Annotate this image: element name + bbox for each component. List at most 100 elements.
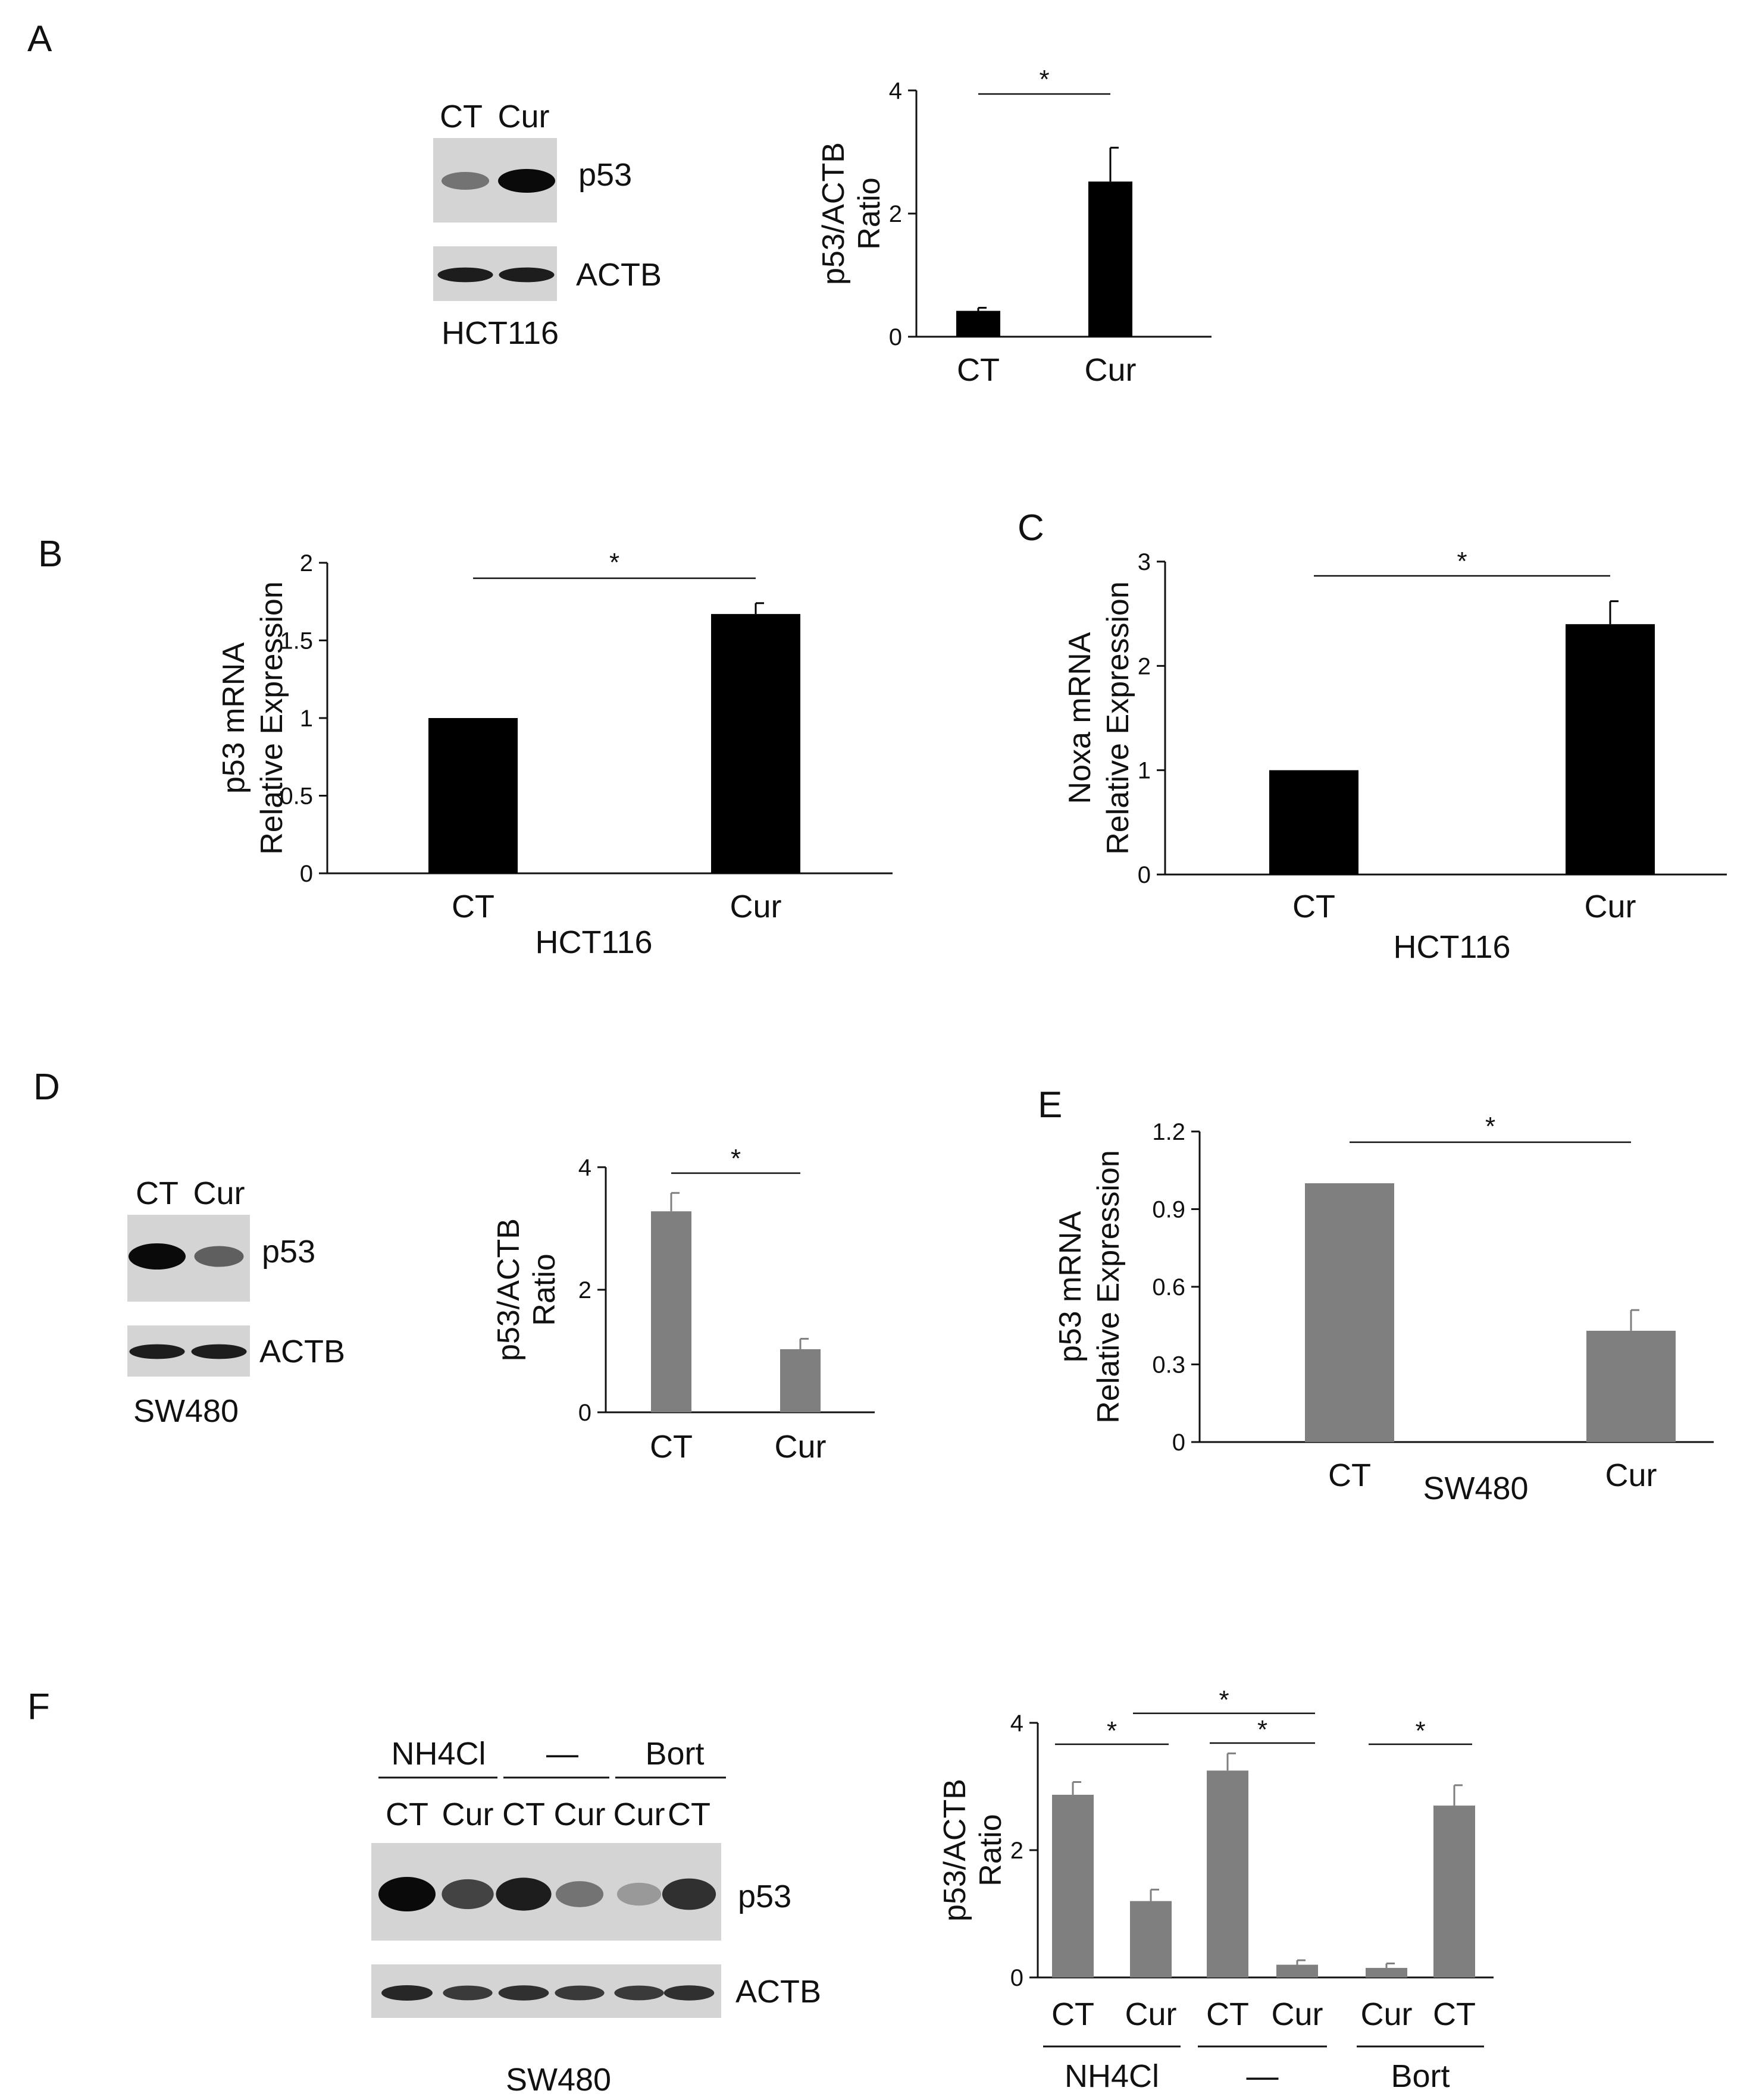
chart-c-category-label: Cur bbox=[1584, 889, 1636, 924]
chart-f-category-label: Cur bbox=[1360, 1996, 1412, 2032]
chart-b-y-tick-label: 2 bbox=[300, 550, 313, 576]
chart-e-x-axis-label: SW480 bbox=[1423, 1471, 1528, 1506]
blot-f-p53-band bbox=[442, 1879, 494, 1910]
chart-e-category-label: CT bbox=[1328, 1458, 1371, 1493]
panel-c-bar-chart: 0 1 2 3 Noxa mRNA Relative Expression CT Cur HCT… bbox=[1063, 547, 1727, 965]
blot-d-p53-band bbox=[194, 1246, 244, 1267]
chart-b-y-tick-label: 0 bbox=[300, 861, 313, 887]
blot-d-actb-bands bbox=[129, 1344, 247, 1359]
chart-f-category-label: CT bbox=[1206, 1996, 1249, 2032]
chart-e-bar bbox=[1586, 1330, 1676, 1442]
chart-d-y-axis-label: p53/ACTB bbox=[492, 1218, 526, 1361]
chart-f-bar bbox=[1052, 1794, 1094, 1977]
chart-c-x-axis-label: HCT116 bbox=[1393, 929, 1510, 965]
chart-d-bar bbox=[780, 1349, 821, 1412]
chart-c-bar bbox=[1566, 624, 1655, 875]
chart-f-y-tick-label: 2 bbox=[1010, 1838, 1023, 1864]
blot-a-p53-band bbox=[498, 169, 555, 193]
blot-f-actb-label: ACTB bbox=[735, 1974, 821, 2010]
chart-b-y-tick-label: 1 bbox=[300, 706, 313, 732]
chart-b-significance-star: * bbox=[609, 548, 619, 577]
blot-a-actb-band bbox=[499, 267, 555, 283]
blot-f-actb-band bbox=[498, 1985, 549, 2001]
chart-e-y-axis-label: p53 mRNA bbox=[1053, 1211, 1088, 1363]
chart-f-group-label: NH4Cl bbox=[1065, 2058, 1159, 2094]
chart-f-category-label: Cur bbox=[1271, 1996, 1323, 2032]
blot-a-actb-label: ACTB bbox=[576, 257, 662, 293]
blot-f-lane-labels: CT Cur CT Cur Cur CT bbox=[386, 1797, 710, 1832]
chart-a-significance-star: * bbox=[1039, 65, 1049, 94]
chart-a-y-axis-label: Ratio bbox=[852, 177, 887, 249]
blot-a-p53-band bbox=[441, 171, 490, 190]
chart-e-bar bbox=[1305, 1183, 1394, 1442]
blot-f-lane-label: CT bbox=[668, 1797, 710, 1832]
blot-d-p53-label: p53 bbox=[262, 1234, 315, 1270]
chart-c-bar bbox=[1269, 770, 1358, 875]
blot-d-cell-line: SW480 bbox=[133, 1393, 239, 1429]
panel-f-western-blot: NH4Cl — Bort CT Cur CT Cur Cur CT p53 ACTB SW… bbox=[371, 1736, 821, 2098]
panel-letter-a: A bbox=[27, 18, 52, 59]
blot-f-p53-band bbox=[662, 1878, 716, 1910]
panel-letter-f: F bbox=[27, 1687, 50, 1728]
chart-a-bar bbox=[1088, 181, 1132, 337]
chart-d-category-label: Cur bbox=[774, 1429, 826, 1465]
chart-b-y-axis-label: p53 mRNA bbox=[217, 642, 251, 794]
blot-f-actb-band bbox=[663, 1985, 715, 2001]
chart-b-y-tick-label: 1.5 bbox=[280, 628, 313, 654]
blot-d-actb-label: ACTB bbox=[259, 1334, 345, 1369]
blot-f-lane-label: Cur bbox=[553, 1797, 605, 1832]
chart-e-y-axis-label: Relative Expression bbox=[1091, 1150, 1126, 1424]
chart-e-y-tick-label: 0.3 bbox=[1152, 1352, 1185, 1378]
chart-a-y-tick-label: 0 bbox=[889, 324, 902, 350]
blot-a-lane-cur: Cur bbox=[497, 99, 549, 134]
panel-letter-e: E bbox=[1038, 1085, 1062, 1126]
chart-f-y-axis-label: p53/ACTB bbox=[938, 1779, 972, 1922]
blot-f-actb-band bbox=[443, 1985, 493, 2001]
chart-f-bar bbox=[1276, 1964, 1318, 1977]
chart-f-significance-star: * bbox=[1219, 1685, 1229, 1715]
chart-f-category-label: CT bbox=[1051, 1996, 1094, 2032]
blot-d-p53-band bbox=[129, 1243, 186, 1270]
chart-f-group-label: Bort bbox=[1391, 2058, 1450, 2094]
chart-c-y-tick-label: 0 bbox=[1138, 862, 1151, 888]
chart-a-y-tick-label: 2 bbox=[889, 201, 902, 227]
blot-f-lane-label: CT bbox=[386, 1797, 428, 1832]
chart-b-category-label: CT bbox=[452, 889, 494, 924]
blot-f-p53-band bbox=[555, 1881, 604, 1907]
blot-f-p53-bands bbox=[378, 1877, 716, 1911]
blot-d-actb-band bbox=[129, 1344, 185, 1359]
panel-d-bar-chart: 0 2 4 p53/ACTB Ratio CT Cur * bbox=[492, 1144, 875, 1465]
chart-c-y-axis-label: Noxa mRNA bbox=[1063, 632, 1097, 804]
chart-c-y-tick-label: 3 bbox=[1138, 549, 1151, 575]
chart-c-y-axis-label: Relative Expression bbox=[1101, 581, 1135, 855]
panel-letter-c: C bbox=[1018, 507, 1044, 548]
blot-a-actb-band bbox=[437, 267, 493, 283]
chart-b-x-axis-label: HCT116 bbox=[535, 924, 652, 960]
chart-a-bar bbox=[956, 311, 1000, 337]
chart-e-y-tick-label: 1.2 bbox=[1152, 1119, 1185, 1145]
panel-e-bar-chart: 0 0.3 0.6 0.9 1.2 p53 mRNA Relative Expression… bbox=[1053, 1112, 1714, 1506]
blot-d-actb-band bbox=[191, 1344, 247, 1359]
blot-a-actb-bands bbox=[437, 267, 555, 283]
blot-a-cell-line: HCT116 bbox=[442, 315, 559, 351]
blot-a-lane-ct: CT bbox=[440, 99, 483, 134]
blot-f-group-bort: Bort bbox=[645, 1736, 704, 1772]
chart-e-y-tick-label: 0.6 bbox=[1152, 1274, 1185, 1300]
chart-d-y-tick-label: 2 bbox=[578, 1277, 591, 1303]
chart-b-category-label: Cur bbox=[730, 889, 781, 924]
blot-d-p53-bands bbox=[129, 1243, 244, 1270]
chart-a-y-axis-label: p53/ACTB bbox=[816, 142, 851, 285]
blot-f-p53-band bbox=[616, 1882, 662, 1906]
chart-f-group-label: — bbox=[1247, 2058, 1279, 2094]
panel-f-bar-chart: 0 2 4 p53/ACTB Ratio CT Cur CT Cur Cur CT NH4Cl — Bor… bbox=[938, 1685, 1494, 2094]
chart-f-bar bbox=[1366, 1967, 1407, 1977]
blot-f-lane-label: Cur bbox=[613, 1797, 665, 1832]
chart-b-bar bbox=[711, 614, 800, 873]
chart-a-y-tick-label: 4 bbox=[889, 78, 902, 104]
chart-c-significance-star: * bbox=[1457, 547, 1467, 576]
blot-f-p53-band bbox=[378, 1877, 436, 1911]
blot-f-group-none: — bbox=[546, 1736, 578, 1772]
chart-e-category-label: Cur bbox=[1605, 1458, 1657, 1493]
panel-letter-b: B bbox=[38, 534, 62, 575]
